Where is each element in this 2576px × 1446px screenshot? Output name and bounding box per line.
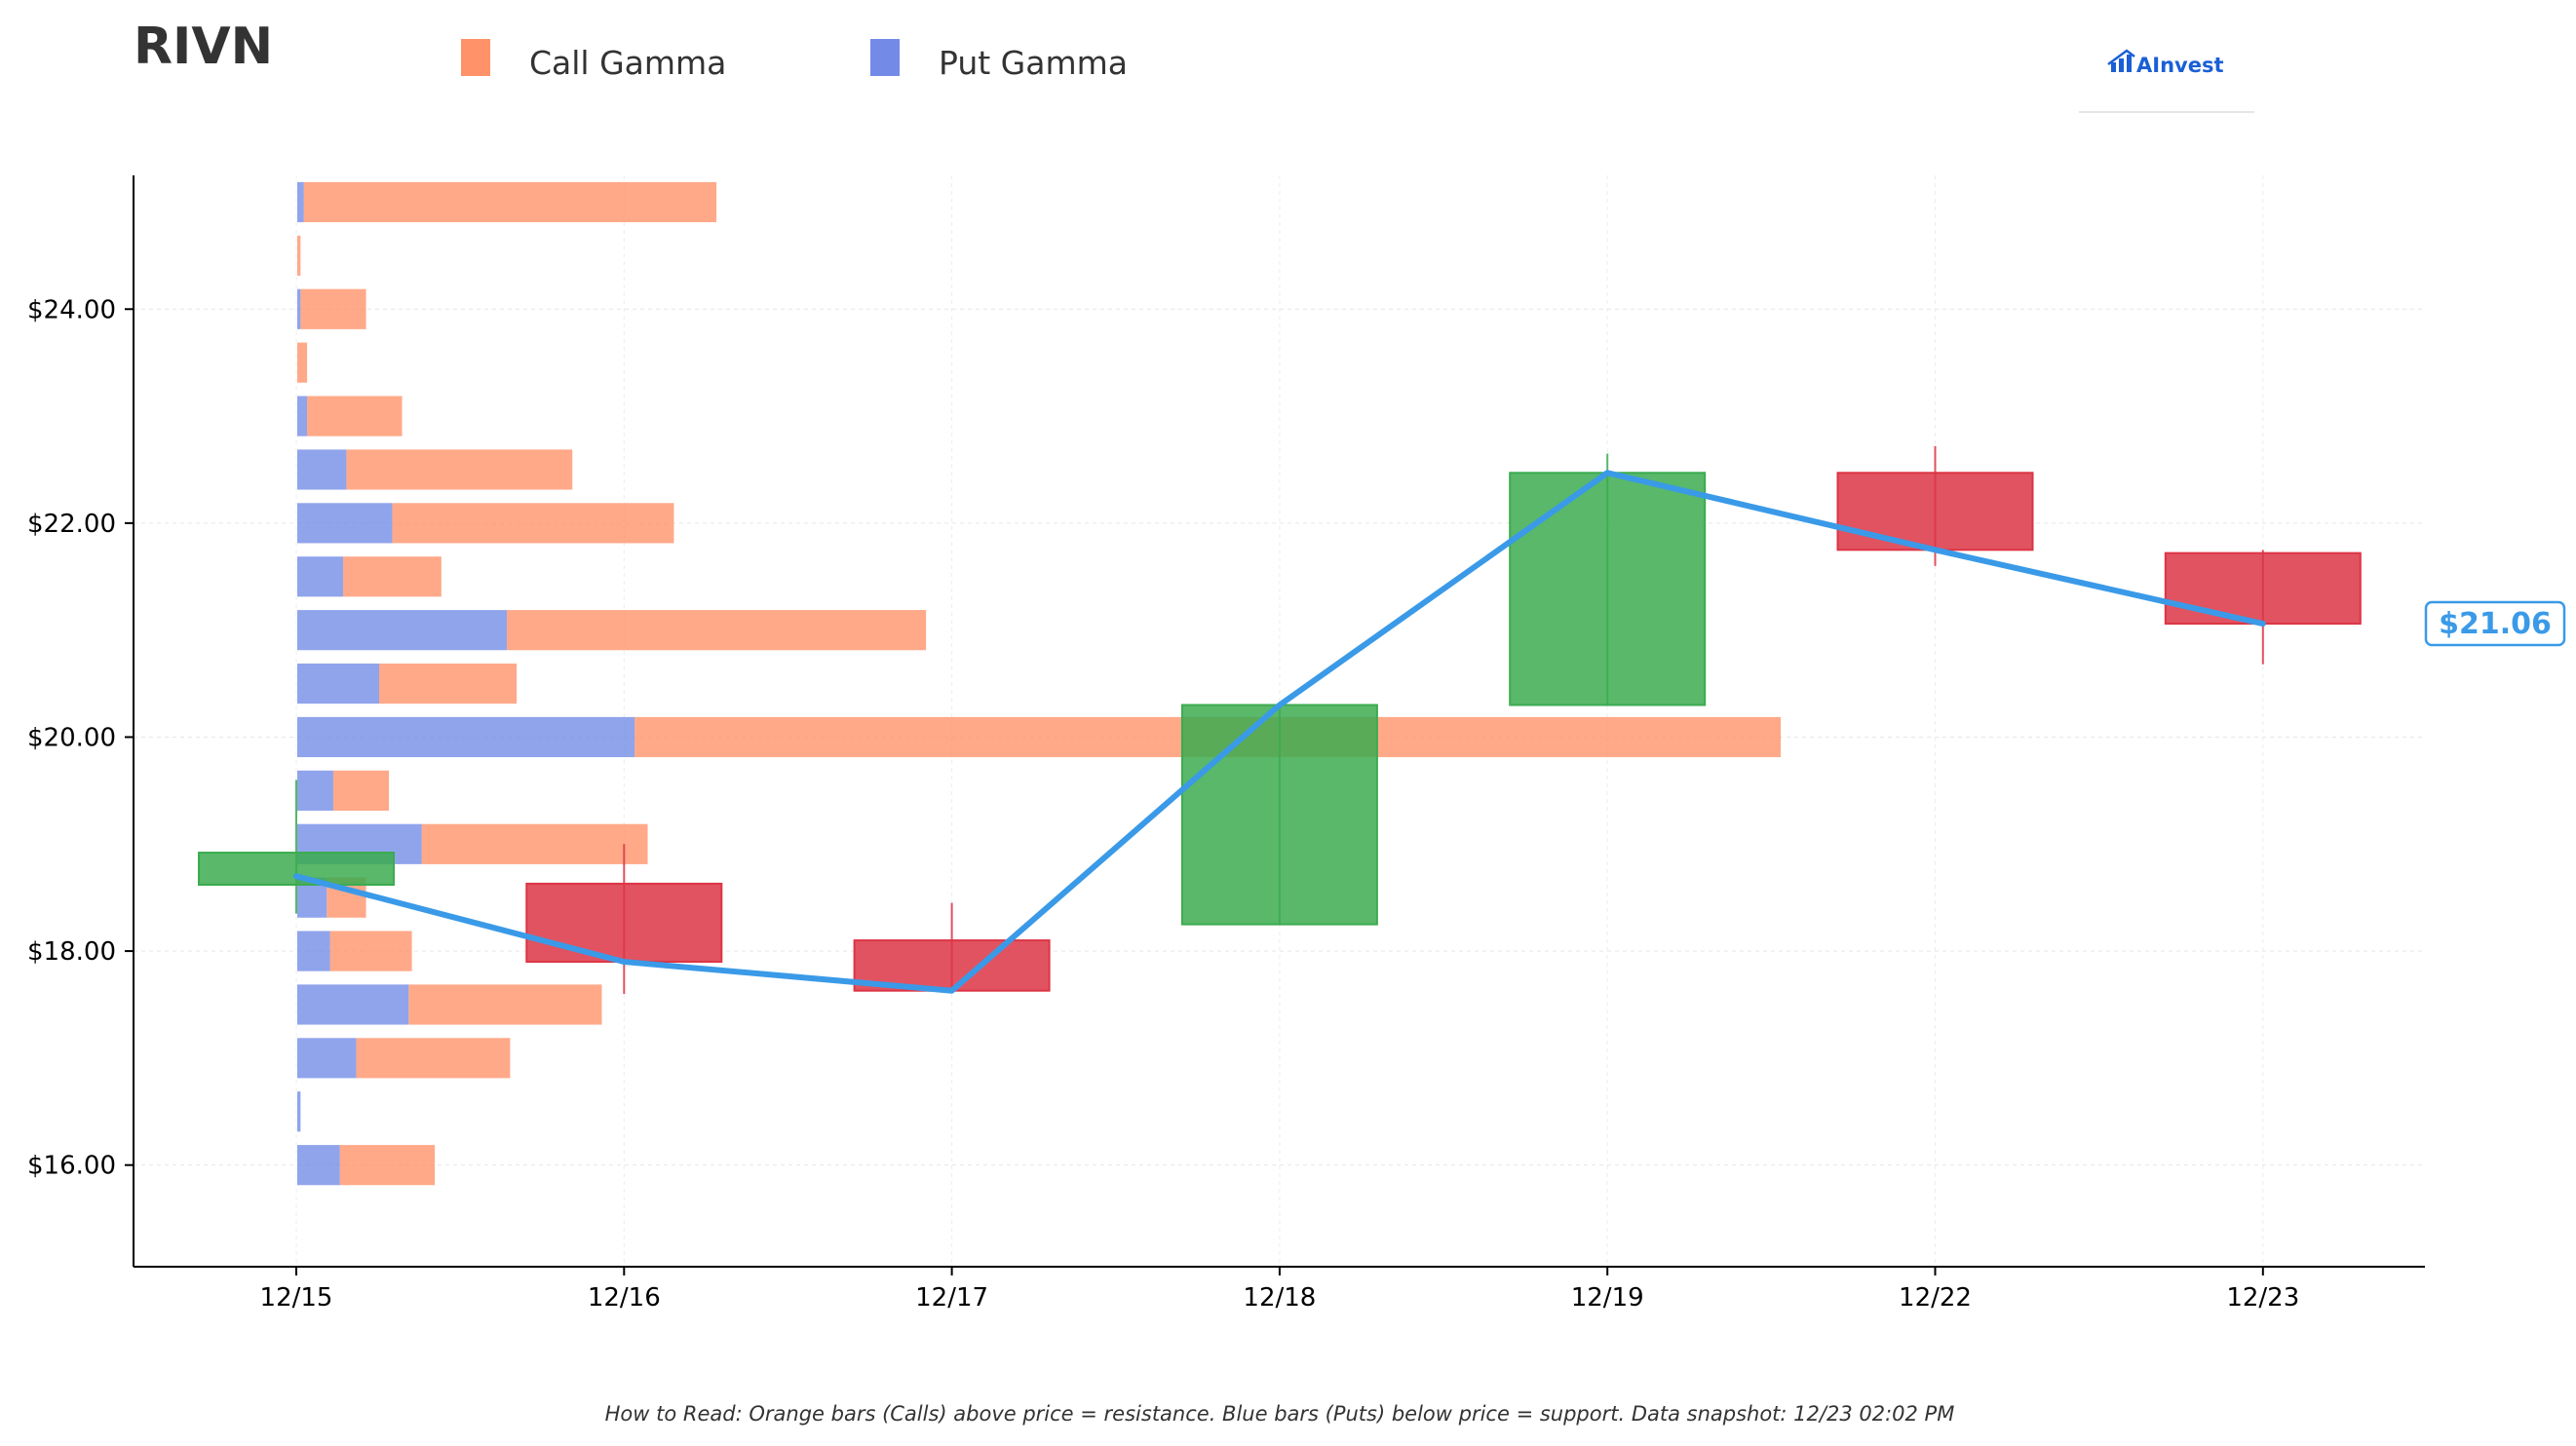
current-price-tag: $21.06 [2424, 600, 2566, 647]
legend-call-swatch [461, 39, 490, 76]
footnote: How to Read: Orange bars (Calls) above p… [605, 1402, 1955, 1426]
put-gamma-bar [297, 181, 304, 223]
call-gamma-bar [297, 235, 301, 276]
candle-body [2164, 552, 2362, 626]
put-gamma-bar [297, 1145, 340, 1186]
put-gamma-bar [297, 556, 344, 597]
put-gamma-bar [297, 663, 379, 704]
gamma-bars [297, 181, 1782, 1186]
price-line [293, 470, 2266, 994]
logo-bars-icon [2107, 49, 2135, 72]
call-gamma-bar [339, 1145, 436, 1186]
put-gamma-bar [297, 1038, 357, 1079]
call-gamma-bar [307, 396, 403, 437]
logo-text: AInvest [2136, 54, 2224, 77]
x-tick-label: 12/18 [1243, 1283, 1316, 1313]
legend-call-label: Call Gamma [529, 44, 726, 82]
candle-body [198, 852, 395, 887]
call-gamma-bar [379, 663, 518, 704]
x-tick-label: 12/16 [588, 1283, 661, 1313]
call-gamma-bar [343, 556, 442, 597]
call-gamma-bar [346, 449, 573, 490]
legend-put-label: Put Gamma [939, 44, 1128, 82]
call-gamma-bar [297, 342, 308, 383]
call-gamma-bar [329, 931, 412, 971]
put-gamma-bar [297, 931, 330, 971]
put-gamma-bar [297, 610, 508, 651]
y-tick-label: $24.00 [27, 295, 116, 324]
call-gamma-bar [332, 770, 390, 811]
put-gamma-bar [297, 396, 308, 437]
put-gamma-bar [297, 288, 301, 329]
x-tick-label: 12/15 [260, 1283, 333, 1313]
price-line-layer [293, 470, 2266, 994]
legend-put-swatch [870, 39, 900, 76]
y-tick-label: $22.00 [27, 510, 116, 539]
ainvest-logo: AInvest [2079, 49, 2254, 113]
put-gamma-bar [297, 984, 409, 1025]
put-gamma-bar [297, 503, 393, 544]
x-tick-label: 12/23 [2226, 1283, 2299, 1313]
put-gamma-bar [297, 1091, 301, 1132]
put-gamma-bar [297, 770, 333, 811]
y-tick-label: $18.00 [27, 937, 116, 967]
call-gamma-bar [408, 984, 602, 1025]
ticker-title: RIVN [134, 18, 273, 76]
x-tick-label: 12/17 [915, 1283, 988, 1313]
call-gamma-bar [392, 503, 674, 544]
call-gamma-bar [303, 181, 717, 223]
x-tick-label: 12/22 [1899, 1283, 1972, 1313]
put-gamma-bar [297, 449, 347, 490]
y-tick-label: $20.00 [27, 723, 116, 752]
candle-body [1836, 472, 2034, 552]
candle-body [1509, 472, 1707, 706]
call-gamma-bar [356, 1038, 511, 1079]
price-tag-box [2424, 600, 2566, 647]
put-gamma-bar [297, 716, 635, 758]
candle-body [525, 882, 723, 964]
legend: Call Gamma Put Gamma [461, 39, 1128, 82]
x-tick-label: 12/19 [1571, 1283, 1644, 1313]
call-gamma-bar [507, 610, 927, 651]
axes: $16.00 $18.00 $20.00 $22.00 $24.00 12/15 12/16… [27, 175, 2425, 1313]
call-gamma-bar [421, 823, 648, 864]
candle-body [1180, 704, 1378, 926]
y-tick-label: $16.00 [27, 1152, 116, 1181]
price-tag-label: $21.06 [2439, 607, 2552, 641]
call-gamma-bar [300, 288, 366, 329]
